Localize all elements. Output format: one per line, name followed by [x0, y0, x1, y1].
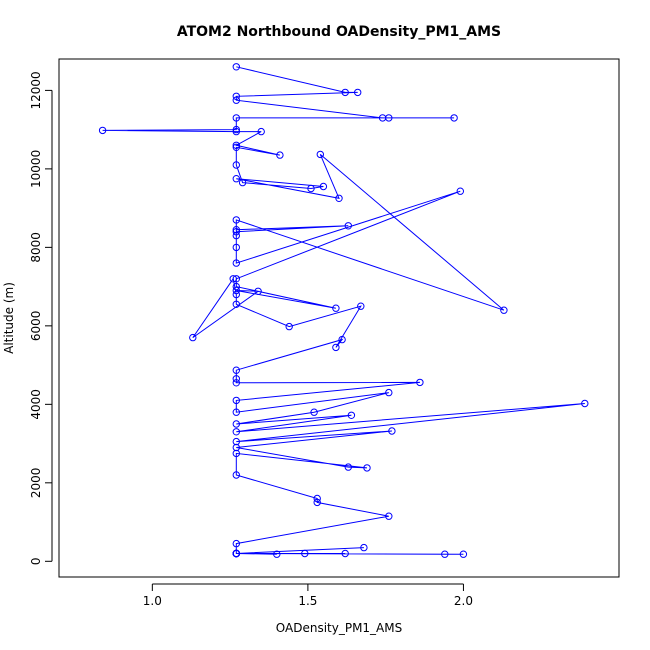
y-tick-label: 0 — [29, 557, 43, 565]
data-point — [316, 150, 324, 159]
data-point — [232, 114, 241, 122]
data-point — [310, 408, 318, 416]
data-point — [313, 494, 321, 503]
data-point — [500, 306, 508, 314]
data-point — [232, 259, 241, 267]
data-point — [357, 302, 365, 310]
data-point — [450, 114, 458, 122]
data-point — [232, 286, 241, 295]
data-point — [232, 275, 241, 283]
y-axis-label: Altitude (m) — [2, 282, 16, 354]
data-point — [232, 428, 241, 436]
data-point — [232, 125, 241, 134]
y-tick-label: 4000 — [29, 389, 43, 420]
data-point — [232, 366, 241, 374]
data-point — [232, 175, 241, 183]
x-tick-label: 1.0 — [143, 594, 162, 608]
data-point — [232, 290, 241, 299]
data-point — [332, 343, 340, 352]
data-point — [347, 411, 356, 419]
data-point — [232, 216, 241, 224]
data-point — [385, 512, 393, 520]
data-point — [232, 396, 241, 405]
data-point — [232, 282, 241, 291]
data-point — [232, 379, 241, 387]
data-point — [232, 63, 241, 71]
data-point — [335, 194, 343, 203]
data-point — [344, 222, 352, 230]
data-point — [232, 539, 241, 548]
data-point — [232, 141, 241, 150]
data-point — [232, 96, 241, 104]
data-point — [254, 287, 262, 295]
y-tick-label: 2000 — [29, 468, 43, 499]
data-point — [232, 300, 241, 308]
marker-layer — [98, 63, 589, 558]
data-point — [232, 375, 241, 383]
data-point — [441, 550, 449, 558]
series-layer — [102, 66, 585, 555]
data-point — [319, 182, 328, 191]
data-point — [385, 114, 393, 122]
data-point — [238, 178, 247, 187]
data-point — [363, 464, 371, 472]
data-point — [354, 88, 362, 97]
data-point — [332, 304, 340, 312]
data-point — [98, 126, 107, 135]
x-axis: 1.0 1.5 2.0 — [143, 583, 473, 608]
chart-title: ATOM2 Northbound OADensity_PM1_AMS — [177, 24, 501, 40]
data-point — [232, 161, 241, 169]
data-point — [276, 151, 284, 159]
data-point — [341, 549, 349, 558]
x-tick-label: 2.0 — [454, 594, 473, 608]
data-point — [232, 243, 241, 252]
y-tick-label: 12000 — [29, 71, 43, 109]
data-point — [581, 399, 589, 408]
plot-frame — [58, 58, 620, 578]
data-point — [301, 549, 309, 558]
data-point — [232, 549, 241, 558]
data-point — [232, 408, 241, 416]
data-point — [257, 127, 265, 136]
data-point — [360, 543, 368, 552]
data-point — [232, 143, 241, 152]
data-point — [232, 127, 241, 136]
data-point — [416, 378, 424, 387]
data-point — [232, 231, 241, 240]
data-point — [338, 335, 346, 344]
y-tick-label: 10000 — [29, 150, 43, 188]
data-point — [344, 463, 352, 471]
y-axis: 0 2000 4000 6000 8000 10000 12000 — [29, 71, 53, 565]
data-point — [189, 333, 197, 342]
data-point — [456, 187, 464, 195]
series-line — [102, 66, 585, 555]
data-point — [229, 275, 237, 283]
data-point — [232, 449, 241, 458]
data-point — [388, 427, 396, 435]
data-point — [232, 228, 241, 236]
data-point — [307, 184, 315, 193]
data-point — [232, 92, 241, 101]
data-point — [341, 88, 349, 97]
data-point — [273, 550, 281, 558]
data-point — [385, 388, 393, 397]
x-tick-label: 1.5 — [298, 594, 317, 608]
data-point — [232, 471, 241, 479]
data-point — [313, 498, 321, 507]
y-tick-label: 6000 — [29, 311, 43, 342]
x-axis-label: OADensity_PM1_AMS — [276, 621, 402, 635]
y-tick-label: 8000 — [29, 232, 43, 263]
data-point — [459, 550, 468, 558]
data-point — [232, 420, 241, 428]
data-point — [285, 322, 293, 331]
